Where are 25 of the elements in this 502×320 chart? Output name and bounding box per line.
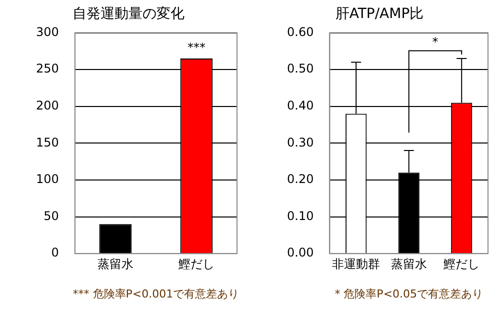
y-tick-label: 0.10	[287, 208, 314, 223]
x-tick-label: 非運動群	[332, 256, 380, 271]
chart-title: 自発運動量の変化	[72, 6, 184, 22]
x-tick-label: 鰹だし	[444, 256, 480, 271]
y-tick-label: 300	[36, 24, 59, 39]
y-tick-label: 0.30	[287, 135, 314, 150]
y-tick-label: 0.00	[287, 246, 314, 260]
x-tick-label: 蒸留水	[97, 256, 134, 271]
x-tick-label: 蒸留水	[390, 256, 427, 271]
y-tick-label: 100	[36, 172, 59, 186]
text: *** 危険率P<0.001で有意差あり	[72, 287, 240, 300]
y-tick-label: 200	[36, 98, 59, 113]
y-tick-label: 0.40	[287, 98, 314, 113]
x-tick-label: 鰹だし	[178, 256, 214, 271]
text: * 危険率P<0.05で有意差あり	[334, 287, 484, 300]
y-tick-label: 0.20	[287, 172, 314, 186]
y-tick-label: 150	[36, 135, 59, 150]
y-tick-label: 50	[44, 208, 59, 223]
y-tick-label: 0	[51, 246, 59, 260]
annotation: ***	[187, 40, 206, 55]
annotation: *	[432, 34, 438, 49]
y-tick-label: 0.50	[287, 62, 314, 76]
y-tick-label: 0.60	[287, 24, 314, 39]
chart-title: 肝ATP/AMP比	[335, 6, 424, 22]
y-tick-label: 250	[36, 62, 59, 76]
